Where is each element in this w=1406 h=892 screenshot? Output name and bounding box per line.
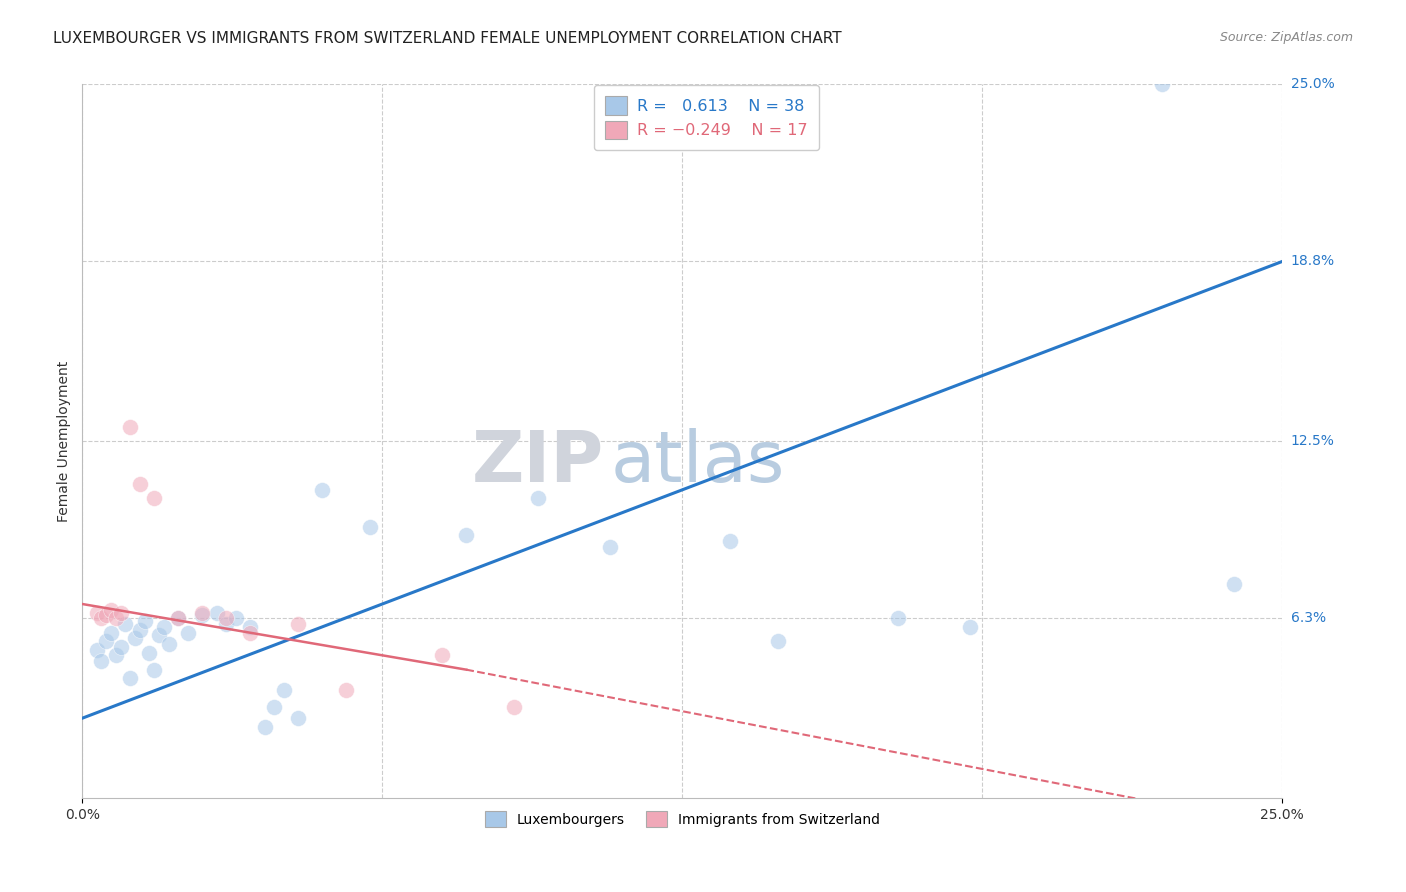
Point [120, 671, 142, 685]
Point [153, 620, 176, 634]
Point [191, 608, 214, 623]
Point [1152, 78, 1174, 92]
Point [96, 634, 118, 648]
Point [110, 640, 132, 654]
Point [157, 637, 180, 651]
Point [287, 711, 309, 725]
Point [177, 625, 200, 640]
Point [167, 611, 190, 625]
Text: LUXEMBOURGER VS IMMIGRANTS FROM SWITZERLAND FEMALE UNEMPLOYMENT CORRELATION CHAR: LUXEMBOURGER VS IMMIGRANTS FROM SWITZERL… [53, 31, 842, 46]
Point [167, 611, 190, 625]
Point [768, 634, 790, 648]
Text: 18.8%: 18.8% [1291, 254, 1334, 268]
Legend: Luxembourgers, Immigrants from Switzerland: Luxembourgers, Immigrants from Switzerla… [478, 804, 887, 834]
Point [148, 628, 170, 642]
Point [124, 632, 146, 646]
Point [311, 483, 333, 497]
Point [1223, 577, 1246, 591]
Point [114, 617, 136, 632]
Point [96, 608, 118, 623]
Point [205, 606, 228, 620]
Point [503, 699, 526, 714]
Point [143, 491, 166, 506]
Point [359, 520, 381, 534]
Point [128, 477, 150, 491]
Text: atlas: atlas [610, 428, 785, 497]
Point [456, 528, 478, 542]
Point [263, 699, 285, 714]
Point [128, 623, 150, 637]
Text: ZIP: ZIP [472, 428, 605, 497]
Text: 25.0%: 25.0% [1291, 78, 1334, 92]
Point [215, 617, 238, 632]
Point [287, 617, 309, 632]
Point [335, 682, 357, 697]
Point [90, 611, 112, 625]
Point [239, 625, 262, 640]
Point [432, 648, 454, 663]
Point [887, 611, 910, 625]
Point [104, 611, 127, 625]
Point [90, 654, 112, 668]
Point [100, 603, 122, 617]
Point [120, 420, 142, 434]
Point [104, 648, 127, 663]
Point [253, 720, 276, 734]
Point [86, 642, 108, 657]
Point [959, 620, 981, 634]
Point [225, 611, 247, 625]
Point [718, 534, 741, 549]
Point [599, 540, 621, 554]
Point [86, 606, 108, 620]
Text: 12.5%: 12.5% [1291, 434, 1334, 449]
Text: 6.3%: 6.3% [1291, 611, 1326, 625]
Point [273, 682, 295, 697]
Point [215, 611, 238, 625]
Point [239, 620, 262, 634]
Text: Source: ZipAtlas.com: Source: ZipAtlas.com [1219, 31, 1353, 45]
Point [134, 614, 156, 628]
Point [100, 625, 122, 640]
Point [110, 606, 132, 620]
Point [527, 491, 550, 506]
Point [191, 606, 214, 620]
Point [143, 663, 166, 677]
Point [138, 646, 160, 660]
Y-axis label: Female Unemployment: Female Unemployment [58, 360, 72, 522]
